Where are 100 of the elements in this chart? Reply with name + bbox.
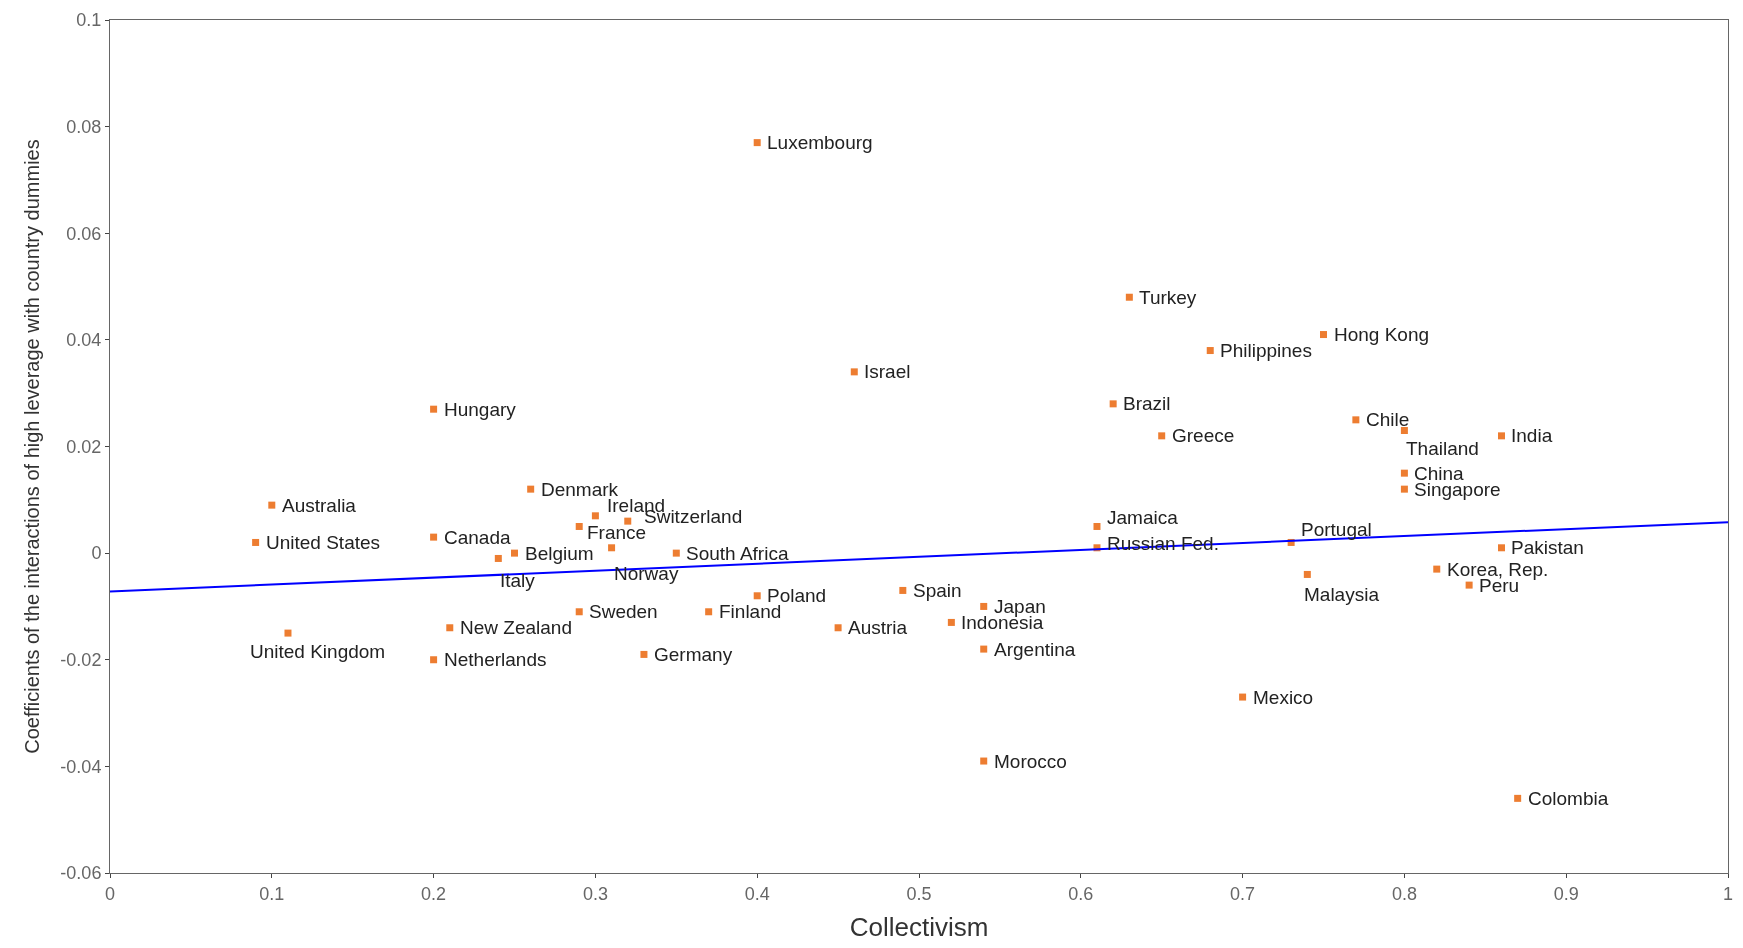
x-tick-label: 0.8 xyxy=(1391,883,1417,904)
point xyxy=(850,368,858,376)
annotation: Turkey xyxy=(1139,287,1197,308)
point xyxy=(1497,544,1505,552)
annotation: Belgium xyxy=(525,543,594,564)
annotation: Hungary xyxy=(444,399,517,420)
point xyxy=(284,629,292,637)
point xyxy=(1514,794,1522,802)
annotation: Luxembourg xyxy=(767,132,873,153)
point xyxy=(252,538,260,546)
point xyxy=(430,533,438,541)
point xyxy=(753,139,761,147)
annotation: Germany xyxy=(654,644,733,665)
annotation: Chile xyxy=(1366,409,1410,430)
point xyxy=(608,544,616,552)
annotation: Malaysia xyxy=(1304,584,1380,605)
point xyxy=(1239,693,1247,701)
point xyxy=(834,624,842,632)
annotation: France xyxy=(587,522,647,543)
annotation: Denmark xyxy=(541,479,619,500)
annotation: United Kingdom xyxy=(250,641,386,662)
point xyxy=(268,501,276,509)
y-tick-label: 0.06 xyxy=(66,223,102,244)
point xyxy=(430,656,438,664)
point xyxy=(980,757,988,765)
annotation: Austria xyxy=(848,617,908,638)
y-tick-label: -0.06 xyxy=(60,863,102,884)
annotation: South Africa xyxy=(686,543,789,564)
point xyxy=(494,554,502,562)
point xyxy=(511,549,518,557)
point xyxy=(899,586,907,594)
point xyxy=(430,405,438,413)
point xyxy=(1158,432,1166,440)
annotation: Thailand xyxy=(1406,438,1479,459)
annotation: New Zealand xyxy=(460,617,572,638)
point xyxy=(1109,400,1117,408)
point xyxy=(446,624,454,632)
y-tick-label: 0.02 xyxy=(66,436,102,457)
annotation: Sweden xyxy=(589,601,658,622)
annotation: Hong Kong xyxy=(1334,324,1430,345)
annotation: India xyxy=(1511,425,1553,446)
point xyxy=(1497,432,1505,440)
point xyxy=(1125,293,1133,301)
x-tick-label: 0.9 xyxy=(1553,883,1579,904)
point xyxy=(980,602,988,610)
point xyxy=(1093,522,1101,530)
annotation: Colombia xyxy=(1528,788,1609,809)
point xyxy=(575,608,583,616)
annotation: Israel xyxy=(864,361,911,382)
x-tick-label: 0.5 xyxy=(906,883,932,904)
annotation: Pakistan xyxy=(1511,537,1584,558)
x-tick-label: 0.2 xyxy=(421,883,447,904)
point xyxy=(1400,485,1408,493)
x-tick-label: 0.6 xyxy=(1068,883,1094,904)
point xyxy=(1352,416,1360,424)
y-tick-label: 0 xyxy=(91,543,102,564)
x-tick-label: 0.4 xyxy=(744,883,770,904)
annotation: Canada xyxy=(444,527,511,548)
annotation: Jamaica xyxy=(1107,507,1179,528)
point xyxy=(672,549,680,557)
y-tick-label: 0.1 xyxy=(76,10,102,31)
annotation: Portugal xyxy=(1301,519,1372,540)
y-tick-label: 0.08 xyxy=(66,116,102,137)
point xyxy=(1400,427,1408,435)
point xyxy=(947,618,955,626)
point xyxy=(591,512,599,520)
annotation: Greece xyxy=(1172,425,1235,446)
point xyxy=(1206,347,1214,355)
y-tick-label: 0.04 xyxy=(66,330,102,351)
x-tick-label: 0.3 xyxy=(582,883,608,904)
annotation: United States xyxy=(266,532,381,553)
point xyxy=(527,485,535,493)
annotation: Philippines xyxy=(1220,340,1312,361)
point xyxy=(640,650,648,658)
point xyxy=(753,592,761,600)
annotation: Norway xyxy=(614,563,679,584)
point xyxy=(624,517,632,525)
point xyxy=(1320,331,1327,339)
point xyxy=(1433,565,1441,573)
y-tick-label: -0.02 xyxy=(60,650,102,671)
point xyxy=(980,645,988,653)
annotation: Italy xyxy=(500,570,536,591)
annotation: Spain xyxy=(913,580,962,601)
y-axis-title: Coefficients of the interactions of high leverage with country dummies xyxy=(20,139,43,754)
annotation: Argentina xyxy=(994,639,1076,660)
x-axis-title: Collectivism xyxy=(849,912,989,943)
point xyxy=(1465,581,1473,589)
x-tick-label: 0.7 xyxy=(1230,883,1256,904)
y-tick-label: -0.04 xyxy=(60,756,102,777)
annotation: Australia xyxy=(282,495,357,516)
annotation: Netherlands xyxy=(444,649,547,670)
x-tick-label: 1 xyxy=(1722,883,1734,904)
point xyxy=(705,608,713,616)
x-tick-label: 0 xyxy=(104,883,116,904)
annotation: Morocco xyxy=(994,751,1067,772)
point xyxy=(1303,570,1311,578)
annotation: Brazil xyxy=(1123,393,1171,414)
x-tick-label: 0.1 xyxy=(259,883,285,904)
annotation: Mexico xyxy=(1253,687,1314,708)
point xyxy=(575,522,583,530)
